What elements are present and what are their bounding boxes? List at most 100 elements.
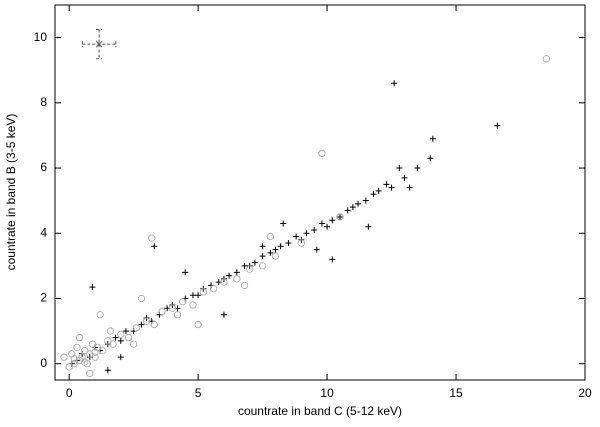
point: [267, 249, 274, 256]
point: [86, 369, 94, 378]
point: [220, 278, 228, 286]
point: [189, 301, 197, 309]
point: [70, 360, 78, 368]
point: [311, 227, 318, 233]
y-tick-label: 0: [40, 356, 47, 370]
point: [117, 337, 124, 344]
point: [241, 262, 248, 269]
point: [336, 213, 344, 221]
point: [68, 350, 76, 358]
point: [130, 340, 138, 348]
point: [117, 354, 124, 361]
point: [329, 256, 336, 263]
point: [383, 181, 390, 188]
point: [106, 327, 115, 335]
point: [117, 330, 125, 338]
point: [91, 348, 99, 356]
point: [81, 358, 89, 366]
point: [158, 307, 166, 316]
point: [73, 343, 81, 352]
x-axis-label: countrate in band C (5-12 keV): [238, 404, 402, 418]
point: [150, 320, 158, 329]
point: [189, 292, 196, 299]
point: [220, 311, 227, 318]
point: [388, 184, 395, 191]
point: [112, 334, 119, 341]
y-tick-label: 8: [40, 95, 47, 109]
point: [233, 275, 241, 283]
x-tick-label: 10: [320, 386, 334, 400]
point: [318, 149, 326, 158]
point: [272, 246, 279, 253]
point: [65, 363, 73, 371]
point: [313, 246, 320, 253]
point: [132, 324, 140, 332]
point: [179, 298, 187, 306]
x-tick-label: 5: [195, 386, 202, 400]
point: [266, 232, 275, 241]
point: [375, 187, 382, 194]
point: [86, 350, 94, 358]
point: [88, 340, 97, 348]
point: [75, 333, 84, 342]
point: [349, 204, 356, 211]
point: [396, 165, 403, 172]
point: [91, 353, 99, 361]
point: [89, 284, 96, 291]
point: [246, 265, 254, 273]
point: [104, 337, 112, 345]
point: [277, 243, 284, 250]
point: [494, 122, 501, 129]
point: [542, 55, 550, 63]
point: [148, 234, 156, 242]
point: [414, 165, 421, 172]
point: [142, 317, 151, 325]
point: [137, 294, 146, 303]
point: [60, 353, 68, 361]
y-tick-label: 10: [34, 30, 48, 44]
point: [401, 174, 408, 181]
point: [259, 243, 266, 250]
point: [168, 304, 176, 312]
point: [226, 272, 233, 279]
point: [329, 217, 336, 224]
point: [173, 311, 182, 319]
y-tick-label: 2: [40, 291, 47, 305]
point: [195, 292, 202, 299]
error-center: [95, 40, 103, 48]
point: [70, 355, 78, 363]
point: [293, 233, 300, 240]
point: [209, 285, 218, 293]
point: [104, 367, 111, 374]
point: [99, 347, 107, 355]
point: [355, 200, 362, 207]
point: [251, 259, 258, 266]
point: [365, 223, 372, 230]
point: [199, 288, 207, 296]
point: [406, 184, 413, 191]
y-axis-label: countrate in band B (3-5 keV): [4, 114, 18, 271]
error-bar-y: [96, 28, 103, 60]
x-tick-label: 15: [449, 386, 463, 400]
point: [336, 213, 343, 220]
point: [182, 269, 189, 276]
point: [194, 320, 202, 329]
point: [318, 220, 325, 227]
point: [138, 321, 145, 328]
point: [429, 135, 436, 142]
point: [240, 281, 249, 290]
y-tick-label: 6: [40, 160, 47, 174]
point: [427, 155, 434, 162]
plot-frame: [54, 4, 586, 381]
point: [81, 347, 89, 355]
x-tick-label: 20: [578, 386, 592, 400]
point: [258, 262, 267, 270]
point: [370, 191, 377, 198]
point: [259, 253, 266, 260]
point: [96, 311, 104, 319]
point: [271, 252, 280, 260]
point: [324, 223, 331, 230]
point: [391, 80, 398, 87]
point: [109, 340, 117, 348]
